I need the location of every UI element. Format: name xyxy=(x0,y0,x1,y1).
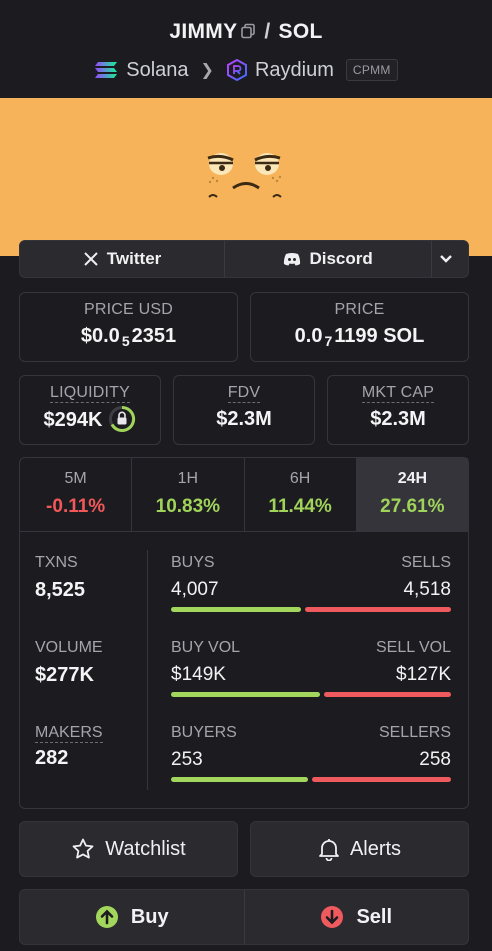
buy-button[interactable]: Buy xyxy=(20,890,245,944)
price-usd-label: PRICE USD xyxy=(84,301,173,318)
watchlist-button[interactable]: Watchlist xyxy=(19,821,238,877)
twitter-button[interactable]: Twitter xyxy=(20,241,226,277)
sells-label: SELLS xyxy=(401,554,451,571)
discord-icon xyxy=(284,253,301,266)
raydium-icon xyxy=(226,59,247,81)
fdv-card: FDV $2.3M xyxy=(173,375,315,445)
sells-bar xyxy=(305,607,451,612)
chevron-down-icon xyxy=(440,255,452,263)
liquidity-card: LIQUIDITY $294K xyxy=(19,375,161,445)
buyers-value: 253 xyxy=(171,749,203,770)
liquidity-label: LIQUIDITY xyxy=(49,384,131,403)
token-banner xyxy=(0,98,492,256)
sellers-label: SELLERS xyxy=(378,724,451,741)
buys-label: BUYS xyxy=(171,554,215,571)
token-symbol: JIMMY xyxy=(169,20,238,43)
buyers-label: BUYERS xyxy=(171,724,237,741)
pair-title: JIMMY / SOL xyxy=(0,20,492,44)
txns-value: 8,525 xyxy=(35,579,86,601)
bell-icon xyxy=(319,839,339,861)
mkt-cap-card: MKT CAP $2.3M xyxy=(327,375,469,445)
chevron-right-icon: ❯ xyxy=(200,62,214,79)
buys-bar xyxy=(171,607,301,612)
timeframe-tabs: 5M -0.11% 1H 10.83% 6H 11.44% 24H 27.61% xyxy=(20,458,468,532)
chain-breadcrumb: Solana ❯ Raydium CPMM xyxy=(0,57,492,83)
tab-6h[interactable]: 6H 11.44% xyxy=(245,458,357,531)
volume-row: VOLUME $277K BUY VOL SELL VOL $149K $127K xyxy=(20,639,470,719)
price-usd-value: $0.0 5 2351 xyxy=(80,325,177,349)
solana-icon xyxy=(95,62,118,78)
tab-5m[interactable]: 5M -0.11% xyxy=(20,458,133,531)
discord-label: Discord xyxy=(309,249,373,268)
copy-icon[interactable] xyxy=(240,23,256,39)
sellers-bar xyxy=(312,777,451,782)
buys-value: 4,007 xyxy=(171,579,219,600)
price-native-value: 0.0 7 1199 SOL xyxy=(294,325,425,349)
buy-vol-label: BUY VOL xyxy=(171,639,241,656)
buy-label: Buy xyxy=(130,905,169,928)
buyers-sellers-bar xyxy=(171,777,451,782)
volume-split-bar xyxy=(171,692,451,697)
txns-label: TXNS xyxy=(35,554,78,571)
sell-vol-bar xyxy=(324,692,451,697)
pair-separator: / xyxy=(264,20,271,43)
sell-button[interactable]: Sell xyxy=(245,890,469,944)
change-5m: -0.11% xyxy=(46,496,106,517)
change-1h: 10.83% xyxy=(155,496,221,517)
sell-vol-value: $127K xyxy=(396,664,451,685)
volume-label: VOLUME xyxy=(35,639,103,656)
fdv-value: $2.3M xyxy=(216,408,272,430)
x-icon xyxy=(84,252,98,266)
watchlist-label: Watchlist xyxy=(105,837,186,860)
pair-header: JIMMY / SOL Solana ❯ Raydium CPMM xyxy=(0,0,492,98)
buy-vol-bar xyxy=(171,692,320,697)
price-native-label: PRICE xyxy=(334,301,385,318)
price-native-card: PRICE 0.0 7 1199 SOL xyxy=(250,292,469,362)
makers-row: MAKERS 282 BUYERS SELLERS 253 258 xyxy=(20,724,470,804)
twitter-label: Twitter xyxy=(106,249,162,268)
stats-divider xyxy=(147,550,148,790)
buys-sells-bar xyxy=(171,607,451,612)
quote-symbol: SOL xyxy=(278,20,323,43)
sells-value: 4,518 xyxy=(403,579,451,600)
alerts-label: Alerts xyxy=(349,837,402,860)
social-links-bar: Twitter Discord xyxy=(19,240,469,278)
change-6h: 11.44% xyxy=(268,496,332,517)
star-icon xyxy=(72,838,94,859)
tab-1h[interactable]: 1H 10.83% xyxy=(132,458,245,531)
sellers-value: 258 xyxy=(419,749,451,770)
pool-type-badge: CPMM xyxy=(345,59,398,81)
price-usd-card: PRICE USD $0.0 5 2351 xyxy=(19,292,238,362)
discord-button[interactable]: Discord xyxy=(225,241,433,277)
makers-label: MAKERS xyxy=(35,724,103,743)
arrow-down-circle-icon xyxy=(321,906,344,928)
alerts-button[interactable]: Alerts xyxy=(250,821,469,877)
volume-value: $277K xyxy=(35,664,94,686)
jimmy-face-image xyxy=(207,153,282,198)
mkt-cap-label: MKT CAP xyxy=(361,384,435,403)
trade-bar: Buy Sell xyxy=(19,889,469,945)
sell-vol-label: SELL VOL xyxy=(375,639,451,656)
stats-panel: 5M -0.11% 1H 10.83% 6H 11.44% 24H 27.61%… xyxy=(19,457,469,809)
tab-24h[interactable]: 24H 27.61% xyxy=(356,458,468,531)
buyers-bar xyxy=(171,777,308,782)
txns-row: TXNS 8,525 BUYS SELLS 4,007 4,518 xyxy=(20,554,470,634)
arrow-up-circle-icon xyxy=(95,906,118,928)
makers-value: 282 xyxy=(35,747,69,769)
chain-name[interactable]: Solana xyxy=(126,58,189,81)
buy-vol-value: $149K xyxy=(171,664,226,685)
liquidity-value: $294K xyxy=(43,409,103,431)
sell-label: Sell xyxy=(356,905,393,928)
fdv-label: FDV xyxy=(227,384,261,403)
dex-name[interactable]: Raydium xyxy=(254,58,334,81)
liquidity-locked-icon[interactable] xyxy=(108,405,136,433)
mkt-cap-value: $2.3M xyxy=(370,408,426,430)
change-24h: 27.61% xyxy=(380,496,445,517)
more-links-button[interactable] xyxy=(432,241,468,277)
